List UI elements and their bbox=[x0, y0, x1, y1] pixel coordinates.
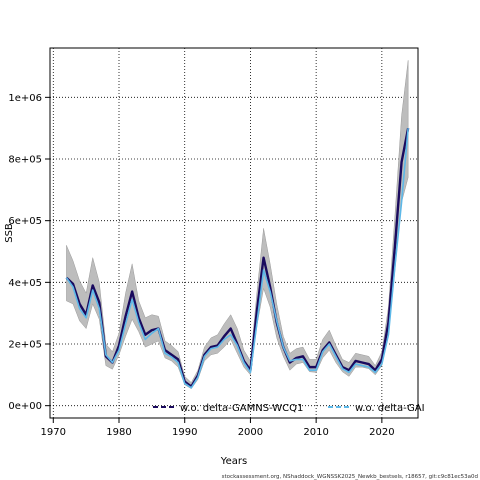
confidence-band-group bbox=[66, 60, 409, 390]
x-tick-label-3: 2000 bbox=[238, 427, 263, 438]
plot-frame bbox=[49, 47, 419, 419]
confidence-band bbox=[66, 60, 409, 390]
x-tick-label-1: 1980 bbox=[106, 427, 131, 438]
x-axis: 1970 1980 1990 2000 2010 2020 bbox=[41, 418, 395, 438]
y-tick-label-2: 4e+05 bbox=[8, 278, 42, 289]
series-line-1 bbox=[65, 127, 410, 388]
x-tick-label-5: 2020 bbox=[369, 427, 394, 438]
x-tick-label-0: 1970 bbox=[41, 427, 66, 438]
y-axis: 0e+00 2e+05 4e+05 6e+05 8e+05 1e+06 bbox=[8, 93, 50, 412]
y-tick-label-0: 0e+00 bbox=[8, 401, 42, 412]
series-line-2 bbox=[65, 128, 409, 389]
legend-label-series-1: w.o. delta-GAMNS-WCQ1 bbox=[180, 403, 303, 414]
y-tick-label-1: 2e+05 bbox=[8, 340, 42, 351]
series-lines-group bbox=[65, 127, 410, 389]
y-axis-title: SSB bbox=[4, 223, 15, 243]
legend: w.o. delta-GAMNS-WCQ1 w.o. delta-GAI bbox=[153, 403, 425, 414]
y-tick-label-5: 1e+06 bbox=[8, 93, 42, 104]
x-tick-label-2: 1990 bbox=[172, 427, 197, 438]
footer-note: stockassessment.org, NShaddock_WGNSSK202… bbox=[222, 474, 478, 480]
x-axis-title: Years bbox=[220, 456, 247, 467]
y-tick-label-3: 6e+05 bbox=[8, 216, 42, 227]
legend-label-series-2: w.o. delta-GAI bbox=[355, 403, 425, 414]
x-tick-label-4: 2010 bbox=[303, 427, 328, 438]
y-tick-label-4: 8e+05 bbox=[8, 155, 42, 166]
